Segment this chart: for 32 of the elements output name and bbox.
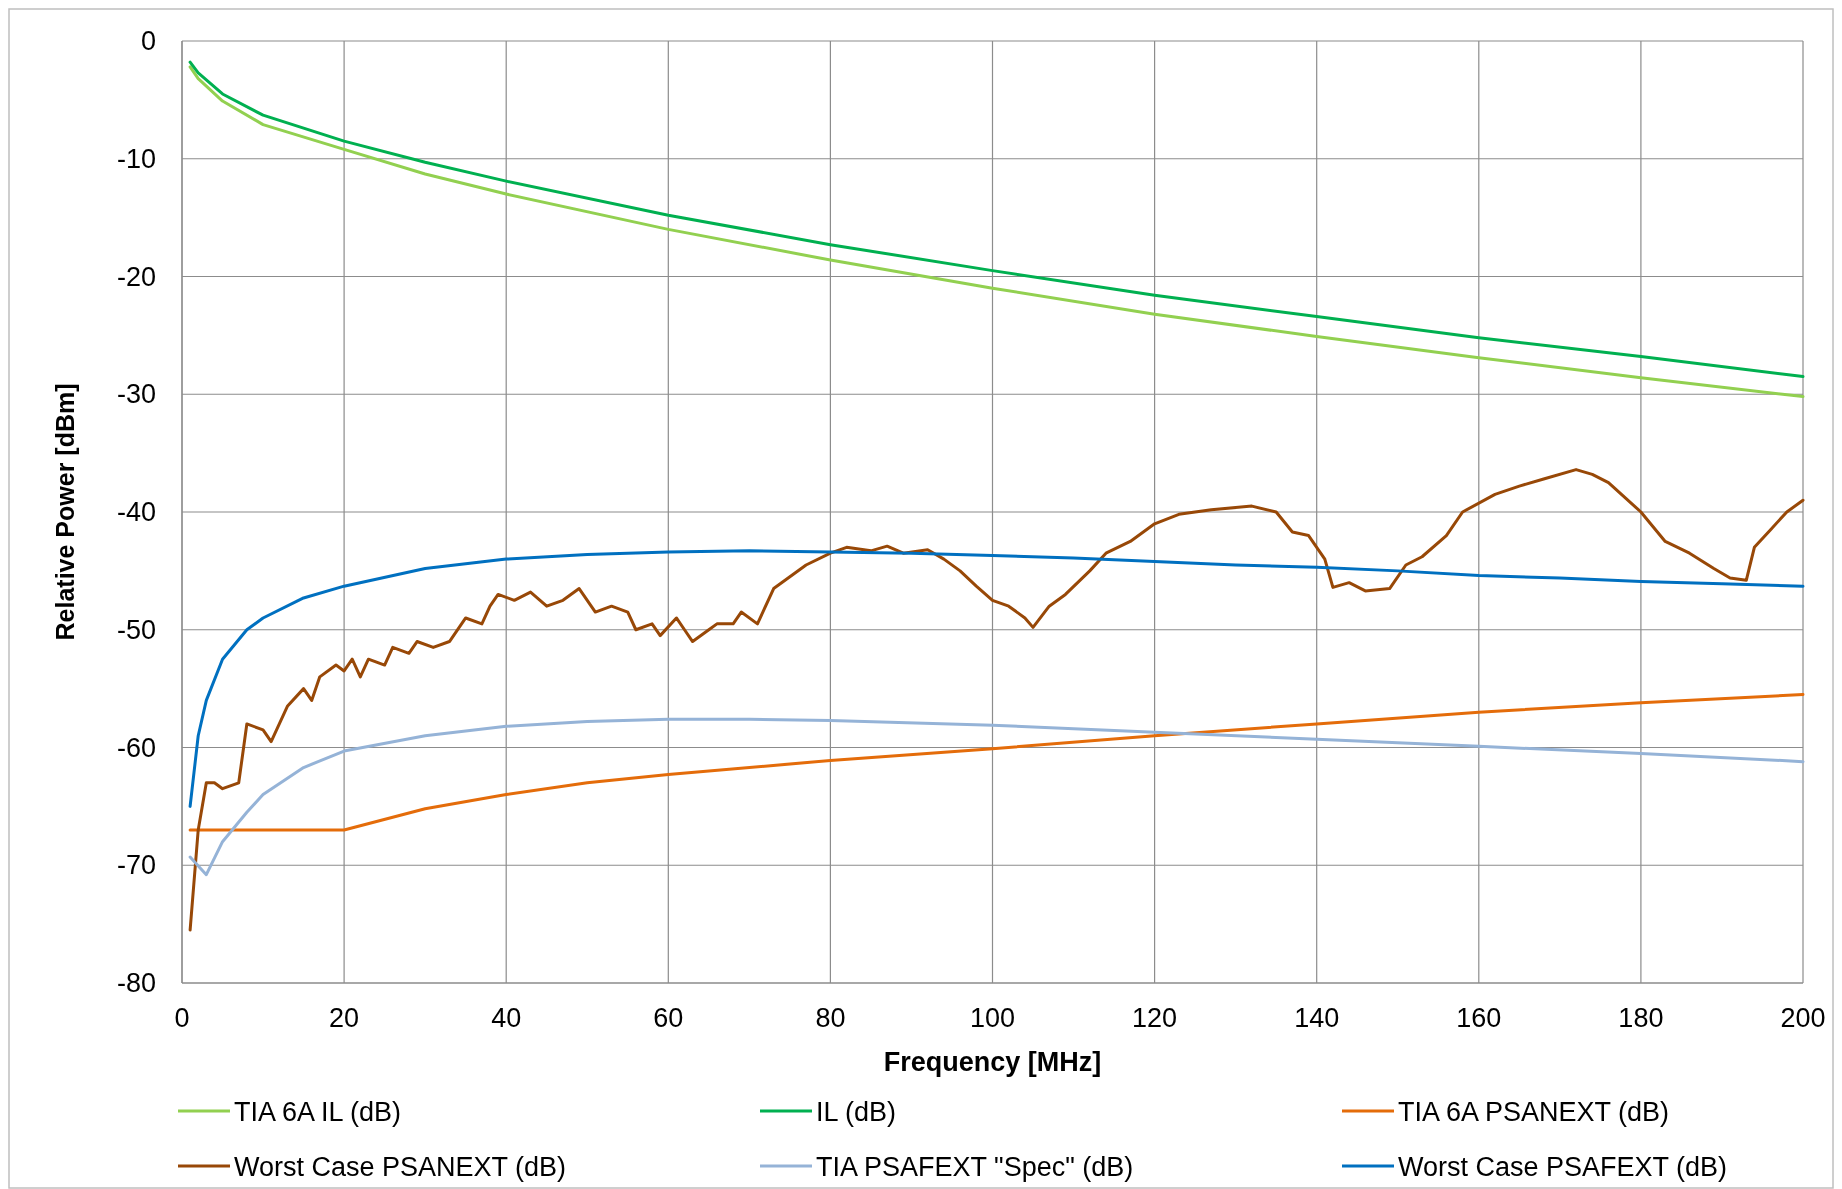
x-tick-label: 0: [174, 1003, 190, 1033]
x-axis-title: Frequency [MHz]: [883, 1047, 1102, 1077]
line-series: [188, 693, 1805, 832]
line-series: [188, 468, 1805, 932]
x-tick-label: 20: [329, 1003, 360, 1033]
legend-label: Worst Case PSAFEXT (dB): [1398, 1152, 1728, 1182]
y-tick-label: -50: [116, 614, 156, 645]
y-tick-label: -20: [116, 261, 156, 292]
y-tick-label: -40: [116, 497, 156, 527]
legend-label: Worst Case PSANEXT (dB): [234, 1152, 567, 1182]
x-tick-label: 180: [1618, 1003, 1664, 1033]
y-tick-label: -30: [116, 379, 156, 410]
legend-label: TIA PSAFEXT "Spec" (dB): [816, 1152, 1134, 1182]
x-tick-label: 60: [653, 1003, 684, 1033]
y-tick-label: -70: [116, 850, 156, 881]
legend-label: IL (dB): [816, 1097, 897, 1127]
x-tick-label: 80: [815, 1003, 846, 1033]
line-series: [188, 717, 1805, 877]
x-tick-label: 120: [1132, 1003, 1178, 1033]
line-series: [188, 549, 1805, 808]
y-tick-label: 0: [140, 26, 156, 56]
x-tick-label: 40: [491, 1003, 522, 1033]
y-tick-label: -60: [116, 732, 156, 763]
x-tick-label: 100: [969, 1003, 1016, 1033]
y-tick-label: -80: [116, 968, 156, 998]
x-tick-label: 200: [1780, 1003, 1826, 1033]
x-tick-label: 160: [1456, 1003, 1502, 1033]
legend-label: TIA 6A IL (dB): [234, 1097, 402, 1127]
y-axis-title: Relative Power [dBm]: [51, 383, 79, 641]
legend-label: TIA 6A PSANEXT (dB): [1398, 1097, 1670, 1127]
x-tick-label: 140: [1294, 1003, 1340, 1033]
y-tick-label: -10: [116, 143, 156, 174]
